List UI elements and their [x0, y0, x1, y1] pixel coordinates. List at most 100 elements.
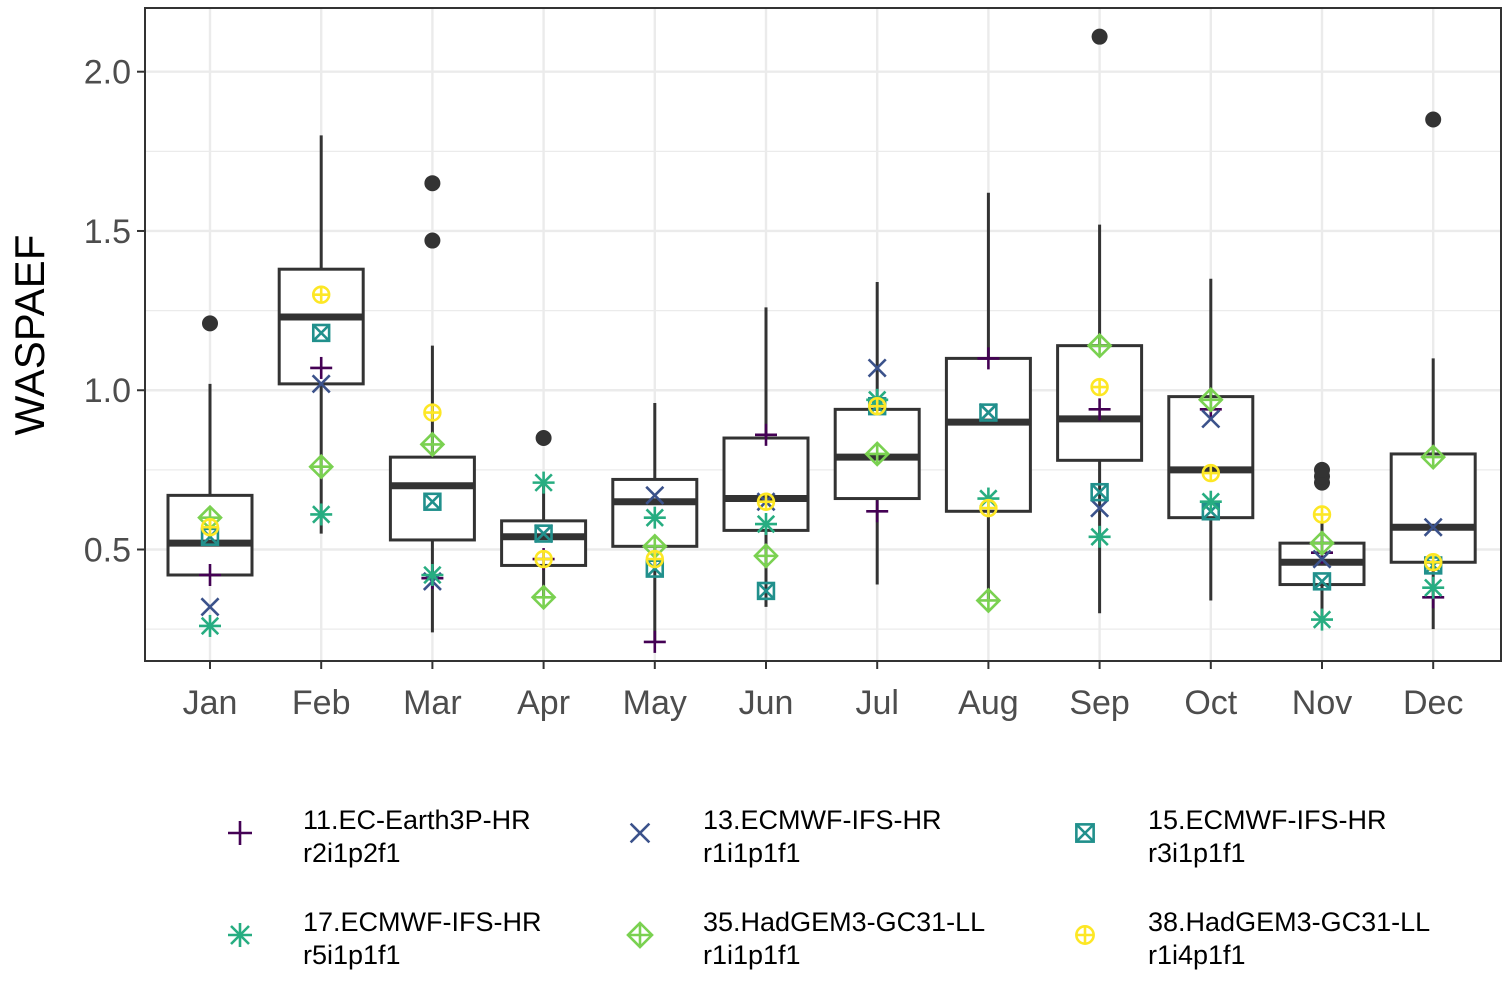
x-tick-label: Mar	[403, 684, 462, 722]
legend-variant: r1i1p1f1	[703, 940, 801, 970]
point-circleplus	[979, 498, 998, 518]
box-iqr	[944, 356, 1032, 513]
point-asterisk	[1199, 490, 1222, 513]
point-cross	[1312, 549, 1332, 569]
legend-key-cross	[629, 822, 651, 844]
point-circleplus	[1201, 463, 1221, 483]
legend-label: 38.HadGEM3-GC31-LL	[1148, 907, 1430, 937]
point-diamondplus	[975, 587, 1002, 614]
legend-key-squarecross	[1075, 823, 1095, 843]
box-apr	[500, 430, 588, 598]
point-diamondplus	[864, 441, 891, 467]
outlier-point	[1314, 461, 1330, 478]
box-iqr	[1389, 452, 1477, 564]
point-circleplus	[1312, 505, 1332, 524]
legend-label: 13.ECMWF-IFS-HR	[703, 805, 942, 835]
point-circleplus	[534, 549, 553, 569]
point-circleplus	[1423, 553, 1443, 572]
point-diamondplus	[419, 431, 446, 458]
x-tick-label: Jan	[183, 684, 238, 722]
outlier-point	[424, 232, 441, 249]
point-diamondplus	[1086, 332, 1113, 359]
point-diamondplus	[1420, 444, 1447, 470]
legend-label: 11.EC-Earth3P-HR	[303, 805, 531, 835]
legend-key-asterisk	[228, 923, 252, 947]
point-asterisk	[1311, 608, 1333, 631]
legend-variant: r3i1p1f1	[1148, 838, 1246, 868]
point-asterisk	[421, 563, 444, 586]
point-cross	[867, 358, 887, 378]
point-plus	[977, 347, 1000, 370]
point-cross	[1423, 517, 1443, 537]
legend-variant: r5i1p1f1	[303, 940, 401, 970]
point-squarecross	[534, 524, 553, 543]
point-squarecross	[756, 581, 776, 601]
point-plus	[1088, 398, 1111, 421]
point-asterisk	[199, 614, 221, 637]
point-plus	[310, 356, 333, 379]
point-cross	[200, 597, 220, 617]
legend: 11.EC-Earth3P-HRr2i1p2f113.ECMWF-IFS-HRr…	[228, 805, 1430, 970]
x-tick-label: Sep	[1069, 684, 1130, 722]
point-asterisk	[1422, 576, 1445, 599]
x-tick-label: Feb	[292, 684, 351, 722]
y-tick-label: 2.0	[84, 54, 131, 92]
point-plus	[866, 500, 889, 523]
point-asterisk	[755, 513, 777, 536]
box-aug	[944, 192, 1032, 601]
y-axis-label: WASPAEF	[6, 235, 53, 436]
point-asterisk	[532, 471, 555, 494]
point-layer	[197, 285, 1447, 653]
point-diamondplus	[530, 584, 557, 611]
x-tick-label: Jun	[739, 684, 794, 722]
point-squarecross	[1312, 572, 1332, 591]
point-diamondplus	[308, 453, 335, 480]
outlier-point	[1425, 111, 1442, 128]
legend-variant: r1i4p1f1	[1148, 940, 1246, 970]
point-squarecross	[423, 492, 442, 511]
point-circleplus	[756, 492, 776, 511]
x-tick-label: Oct	[1184, 684, 1237, 722]
point-diamondplus	[753, 543, 779, 569]
point-circleplus	[867, 396, 887, 416]
point-circleplus	[1090, 377, 1109, 397]
legend-variant: r1i1p1f1	[703, 838, 801, 868]
point-squarecross	[311, 323, 331, 343]
outlier-point	[202, 315, 218, 332]
x-tick-label: Dec	[1403, 684, 1463, 722]
x-tick-label: Aug	[958, 684, 1019, 722]
point-squarecross	[1090, 482, 1109, 502]
legend-label: 17.ECMWF-IFS-HR	[303, 907, 542, 937]
point-plus	[755, 423, 777, 446]
point-cross	[1201, 409, 1221, 429]
point-circleplus	[200, 517, 220, 537]
legend-key-circleplus	[1075, 925, 1095, 945]
x-tick-label: Apr	[517, 684, 570, 722]
box-iqr	[388, 455, 476, 542]
point-plus	[199, 563, 221, 586]
point-diamondplus	[1309, 530, 1335, 556]
legend-key-plus	[228, 821, 252, 845]
legend-variant: r2i1p2f1	[303, 838, 401, 868]
point-circleplus	[423, 403, 442, 422]
point-diamondplus	[1197, 386, 1224, 413]
point-squarecross	[979, 403, 998, 422]
outlier-point	[1091, 28, 1108, 45]
x-tick-label: May	[623, 684, 687, 722]
y-tick-label: 1.5	[84, 213, 131, 251]
box-dec	[1389, 111, 1477, 630]
point-cross	[1090, 498, 1110, 518]
point-cross	[311, 374, 331, 394]
legend-key-diamondplus	[626, 921, 654, 949]
box-mar	[388, 175, 476, 633]
y-tick-label: 0.5	[84, 532, 131, 570]
point-asterisk	[1088, 525, 1111, 548]
point-cross	[645, 485, 665, 505]
